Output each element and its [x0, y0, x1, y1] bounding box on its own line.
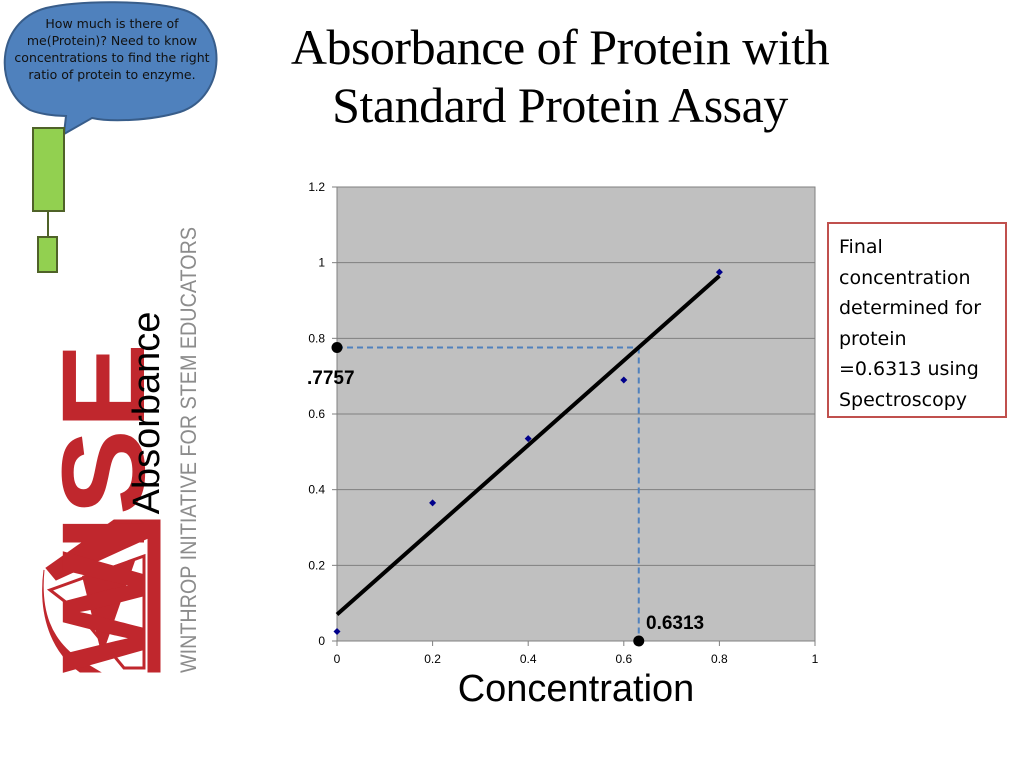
data-point [715, 268, 723, 276]
y-tick-label: 0.8 [308, 331, 325, 345]
info-line: Spectroscopy [839, 388, 967, 411]
logo-tagline: WINTHROP INITIATIVE FOR STEM EDUCATORS [176, 227, 200, 673]
concentration-value-label: 0.6313 [646, 613, 705, 634]
data-point [524, 435, 532, 443]
absorbance-marker [331, 342, 343, 354]
data-point [620, 376, 628, 384]
y-tick-label: 1 [318, 256, 325, 270]
logo-w-emblem [42, 519, 161, 673]
y-axis-title: Absorbance [126, 311, 168, 515]
guide-lines [337, 346, 640, 641]
wise-logo-emblem [42, 519, 161, 673]
title-line-2: Standard Protein Assay [332, 77, 788, 133]
data-point [429, 499, 437, 507]
result-info-box: Final concentration determined for prote… [827, 222, 1007, 418]
x-axis-title: Concentration [457, 668, 695, 710]
y-axis-ticks: 0 0.2 0.4 0.6 0.8 1 1.2 [308, 180, 337, 648]
slide-title: Absorbance of Protein with Standard Prot… [190, 18, 930, 134]
x-axis-ticks: 0 0.2 0.4 0.6 0.8 1 [334, 641, 819, 666]
info-line: concentration [839, 266, 971, 289]
absorbance-value-label: .7757 [307, 368, 355, 389]
x-tick-label: 1 [812, 652, 819, 666]
data-point [333, 628, 341, 636]
x-tick-label: 0.6 [615, 652, 632, 666]
guide-markers [331, 342, 645, 647]
trendline [335, 274, 721, 617]
x-tick-label: 0.2 [424, 652, 441, 666]
grid-lines [337, 186, 815, 566]
speech-bubble [3, 1, 218, 136]
y-tick-label: 0.4 [308, 483, 325, 497]
x-tick-label: 0.8 [711, 652, 728, 666]
speech-bubble-text: How much is there of me(Protein)? Need t… [14, 16, 210, 82]
y-tick-label: 0.2 [308, 558, 325, 572]
logo-wordmark-text: WISE [56, 343, 160, 673]
trendline-group [335, 274, 721, 617]
logo-wordmark: WISE [56, 343, 160, 673]
y-tick-label: 0.6 [308, 407, 325, 421]
logo-tagline-text: WINTHROP INITIATIVE FOR STEM EDUCATORS [176, 227, 200, 673]
y-tick-label: 0 [318, 634, 325, 648]
data-points [333, 268, 723, 636]
info-line: determined for [839, 297, 982, 320]
x-tick-label: 0 [334, 652, 341, 666]
info-line: Final [839, 236, 883, 258]
y-tick-label: 1.2 [308, 180, 325, 194]
green-block-small [37, 236, 58, 273]
info-line: =0.6313 using [839, 358, 979, 381]
title-line-1: Absorbance of Protein with [290, 19, 830, 75]
concentration-marker [633, 635, 645, 647]
info-line: protein [839, 327, 907, 350]
x-tick-label: 0.4 [520, 652, 537, 666]
speech-bubble-graphic [3, 1, 218, 273]
